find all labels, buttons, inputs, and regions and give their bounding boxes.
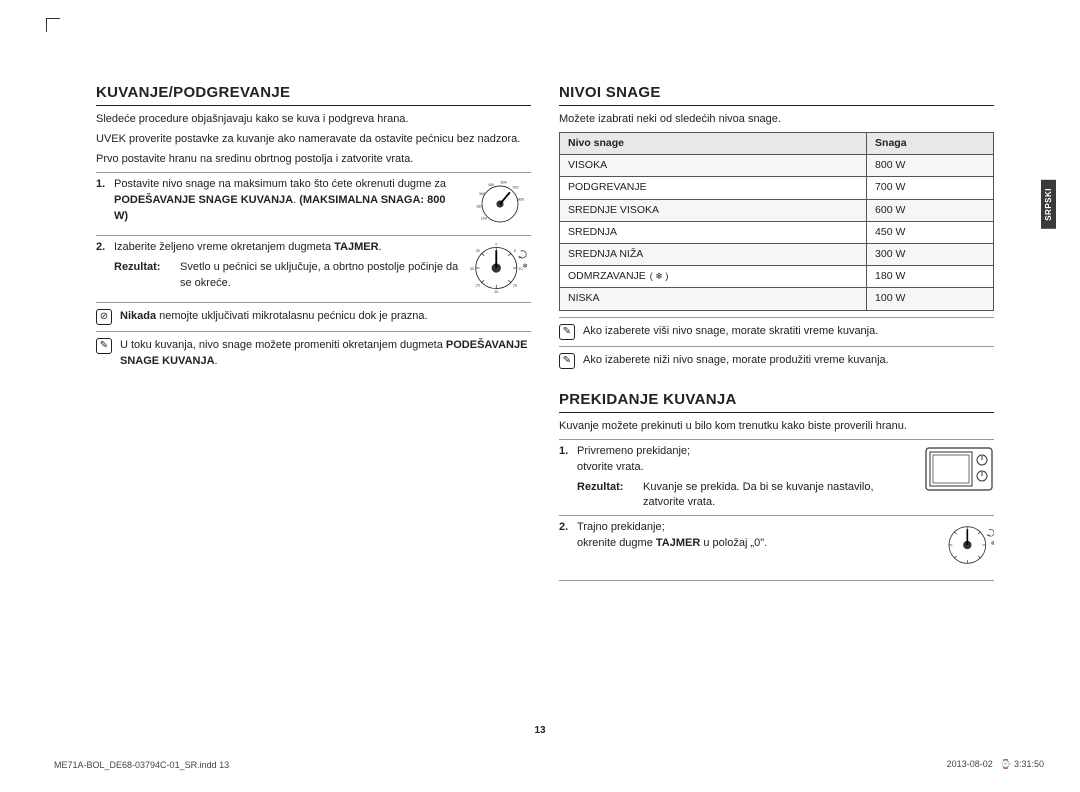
power-level-table: Nivo snage Snaga VISOKA800 W PODGREVANJE…	[559, 132, 994, 311]
info-note-high: ✎ Ako izaberete viši nivo snage, morate …	[559, 317, 994, 340]
table-cell: 300 W	[867, 244, 994, 266]
stop-intro: Kuvanje možete prekinuti u bilo kom tren…	[559, 419, 994, 435]
warn-bold: Nikada	[120, 310, 156, 322]
svg-text:800: 800	[518, 197, 524, 201]
page-number: 13	[534, 725, 545, 736]
svg-text:5: 5	[514, 249, 516, 253]
heading-cooking: KUVANJE/PODGREVANJE	[96, 84, 531, 106]
intro-2: UVEK proverite postavke za kuvanje ako n…	[96, 132, 531, 148]
intro-3: Prvo postavite hranu na sredinu obrtnog …	[96, 152, 531, 168]
info-note-low: ✎ Ako izaberete niži nivo snage, morate …	[559, 346, 994, 369]
step-2: 2. Izaberite željeno vreme okretanjem du…	[114, 240, 459, 292]
table-cell: VISOKA	[560, 155, 867, 177]
warning-note: ⊘ Nikada nemojte uključivati mikrotalasn…	[96, 302, 531, 325]
table-cell: 450 W	[867, 221, 994, 243]
separator	[96, 172, 531, 173]
s2-line2b: TAJMER	[656, 537, 700, 549]
separator	[96, 235, 531, 236]
th-power: Snaga	[867, 132, 994, 154]
step2-bold-b: TAJMER	[334, 241, 378, 253]
heading-stop-cooking: PREKIDANJE KUVANJA	[559, 391, 994, 413]
s2-line2c: u položaj „0".	[700, 537, 767, 549]
table-cell: SREDNJA NIŽA	[560, 244, 867, 266]
svg-text:0: 0	[495, 242, 497, 246]
table-cell: 700 W	[867, 177, 994, 199]
stop-step-1: 1. Privremeno prekidanje; otvorite vrata…	[577, 444, 914, 512]
s1-result-text: Kuvanje se prekida. Da bi se kuvanje nas…	[643, 480, 914, 512]
note-icon: ✎	[559, 324, 575, 340]
svg-text:180: 180	[476, 204, 482, 208]
table-cell: SREDNJE VISOKA	[560, 199, 867, 221]
table-cell: SREDNJA	[560, 221, 867, 243]
s2-line2a: okrenite dugme	[577, 537, 656, 549]
col-left: KUVANJE/PODGREVANJE Sledeće procedure ob…	[96, 84, 531, 585]
defrost-icon: ( ❄ )	[650, 270, 669, 283]
svg-text:15: 15	[513, 283, 517, 287]
power-dial-figure: 100 180 300 450 600 700 800	[469, 177, 531, 231]
th-level: Nivo snage	[560, 132, 867, 154]
svg-text:600: 600	[500, 180, 506, 184]
note-high-text: Ako izaberete viši nivo snage, morate sk…	[583, 324, 878, 340]
s1-line2: otvorite vrata.	[577, 461, 644, 473]
note2-c: .	[215, 355, 218, 367]
svg-text:35: 35	[476, 249, 480, 253]
table-cell: 100 W	[867, 288, 994, 310]
step1-text-a: Postavite nivo snage na maksimum tako št…	[114, 178, 446, 190]
note-icon: ✎	[559, 353, 575, 369]
svg-text:100: 100	[481, 216, 487, 220]
warning-icon: ⊘	[96, 309, 112, 325]
table-cell: ODMRZAVANJE( ❄ )	[560, 266, 867, 288]
power-intro: Možete izabrati neki od sledećih nivoa s…	[559, 112, 994, 128]
timer-dial-figure: 05 1015 2025 3035 ❄	[469, 240, 531, 296]
separator	[559, 580, 994, 581]
info-note: ✎ U toku kuvanja, nivo snage možete prom…	[96, 331, 531, 370]
step-number: 1.	[559, 444, 568, 460]
table-cell: NISKA	[560, 288, 867, 310]
intro-1: Sledeće procedure objašnjavaju kako se k…	[96, 112, 531, 128]
step-number: 1.	[96, 177, 105, 193]
language-tab: SRPSKI	[1041, 180, 1056, 229]
s2-line1: Trajno prekidanje;	[577, 521, 665, 533]
svg-text:300: 300	[479, 192, 485, 196]
note2-a: U toku kuvanja, nivo snage možete promen…	[120, 339, 446, 351]
svg-text:25: 25	[476, 283, 480, 287]
footer-timestamp: 2013-08-02 ⌚ 3:31:50	[947, 759, 1044, 770]
svg-text:450: 450	[488, 183, 494, 187]
separator	[559, 515, 994, 516]
step2-text-a: Izaberite željeno vreme okretanjem dugme…	[114, 241, 334, 253]
col-right: NIVOI SNAGE Možete izabrati neki od sled…	[559, 84, 994, 585]
separator	[559, 439, 994, 440]
warn-rest: nemojte uključivati mikrotalasnu pećnicu…	[156, 310, 427, 322]
table-cell: PODGREVANJE	[560, 177, 867, 199]
svg-text:❄: ❄	[522, 262, 528, 270]
svg-text:30: 30	[470, 267, 474, 271]
s1-line1: Privremeno prekidanje;	[577, 445, 690, 457]
step2-text-c: .	[379, 241, 382, 253]
step-number: 2.	[559, 520, 568, 536]
timer-zero-figure: ❄	[944, 520, 994, 576]
clock-icon: ⌚	[1000, 759, 1011, 769]
result-label: Rezultat:	[114, 260, 170, 292]
step-1: 1. Postavite nivo snage na maksimum tako…	[114, 177, 459, 225]
svg-text:20: 20	[494, 290, 498, 294]
note-icon: ✎	[96, 338, 112, 354]
table-cell: 600 W	[867, 199, 994, 221]
footer-filename: ME71A-BOL_DE68-03794C-01_SR.indd 13	[54, 760, 229, 770]
stop-step-2: 2. Trajno prekidanje; okrenite dugme TAJ…	[577, 520, 934, 552]
microwave-figure	[924, 444, 994, 500]
step-number: 2.	[96, 240, 105, 256]
result-label: Rezultat:	[577, 480, 633, 512]
step1-bold-b: PODEŠAVANJE SNAGE KUVANJA	[114, 194, 293, 206]
note-low-text: Ako izaberete niži nivo snage, morate pr…	[583, 353, 889, 369]
heading-power-levels: NIVOI SNAGE	[559, 84, 994, 106]
svg-text:❄: ❄	[991, 540, 994, 547]
svg-text:700: 700	[512, 186, 518, 190]
table-cell: 180 W	[867, 266, 994, 288]
result-text: Svetlo u pećnici se uključuje, a obrtno …	[180, 260, 459, 292]
crop-mark	[46, 18, 60, 19]
table-cell: 800 W	[867, 155, 994, 177]
